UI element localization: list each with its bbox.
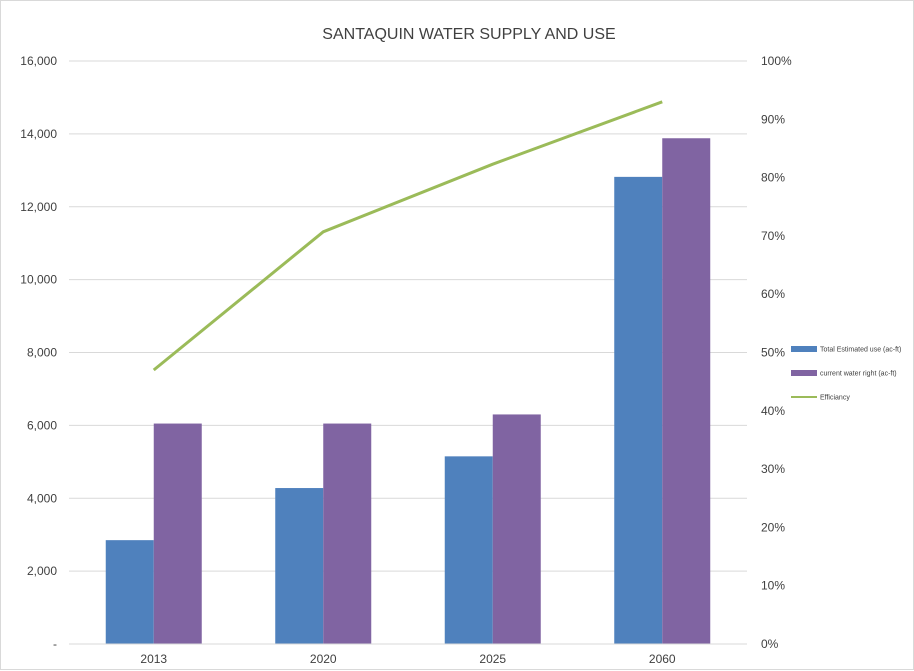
right-axis-tick-label: 20% (761, 520, 785, 534)
legend-label: Efficiancy (820, 395, 850, 402)
bar (492, 414, 541, 644)
legend: Total Estimated use (ac-ft) current water… (791, 346, 901, 402)
legend-swatch (791, 346, 817, 352)
left-axis-tick-label: 14,000 (20, 127, 57, 141)
bar (614, 176, 663, 644)
right-axis-tick-label: 30% (761, 462, 785, 476)
line-series (152, 100, 663, 372)
bar (444, 456, 493, 644)
x-axis-tick-label: 2013 (140, 652, 167, 666)
bar (323, 423, 372, 644)
x-axis-tick-label: 2025 (479, 652, 506, 666)
right-axis-tick-label: 50% (761, 346, 785, 360)
left-axis-tick-label: 2,000 (27, 564, 57, 578)
left-axis-tick-label: 16,000 (20, 54, 57, 68)
legend-label: Total Estimated use (ac-ft) (820, 347, 901, 354)
efficiency-line (152, 100, 663, 372)
x-axis-tick-label: 2060 (649, 652, 676, 666)
left-axis-tick-label: 4,000 (27, 491, 57, 505)
left-axis-ticks: - 2,000 4,000 6,000 8,000 10,000 12,000 14,000 1… (20, 54, 57, 651)
right-axis-tick-label: 60% (761, 287, 785, 301)
right-axis-ticks: 0% 10% 20% 30% 40% 50% 60% 70% 80% 90% 100% (761, 54, 792, 651)
right-axis-tick-label: 80% (761, 171, 785, 185)
x-axis-ticks: 2013 2020 2025 2060 (69, 643, 747, 666)
right-axis-tick-label: 10% (761, 579, 785, 593)
legend-swatch (791, 370, 817, 376)
bar (275, 488, 324, 644)
x-axis-tick-label: 2020 (310, 652, 337, 666)
bar (662, 138, 711, 644)
right-axis-tick-label: 90% (761, 112, 785, 126)
left-axis-tick-label: 6,000 (27, 418, 57, 432)
legend-label: current water right (ac-ft) (820, 371, 897, 378)
bars (105, 138, 711, 644)
bar (105, 540, 154, 644)
right-axis-tick-label: 100% (761, 54, 792, 68)
left-axis-tick-label: 12,000 (20, 200, 57, 214)
right-axis-tick-label: 0% (761, 637, 779, 651)
left-axis-tick-label: - (53, 637, 57, 651)
left-axis-tick-label: 8,000 (27, 346, 57, 360)
bar (153, 423, 202, 644)
chart-title: SANTAQUIN WATER SUPPLY AND USE (322, 26, 615, 43)
right-axis-tick-label: 70% (761, 229, 785, 243)
left-axis-tick-label: 10,000 (20, 273, 57, 287)
right-axis-tick-label: 40% (761, 404, 785, 418)
